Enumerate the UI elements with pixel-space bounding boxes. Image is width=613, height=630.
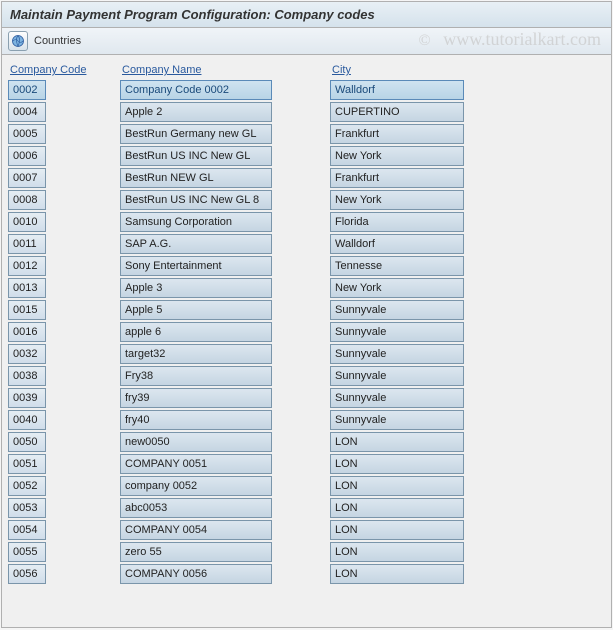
code-cell[interactable]: 0051 (8, 454, 46, 474)
city-cell[interactable]: Walldorf (330, 234, 464, 254)
code-cell[interactable]: 0007 (8, 168, 46, 188)
code-cell[interactable]: 0015 (8, 300, 46, 320)
header-company-code[interactable]: Company Code (8, 61, 100, 80)
code-cell[interactable]: 0056 (8, 564, 46, 584)
countries-button[interactable]: Countries (34, 35, 81, 47)
city-cell[interactable]: Sunnyvale (330, 300, 464, 320)
city-cell[interactable]: LON (330, 542, 464, 562)
city-cell[interactable]: Tennesse (330, 256, 464, 276)
code-cell[interactable]: 0055 (8, 542, 46, 562)
table-container: Company Code 000200040005000600070008001… (2, 55, 611, 592)
name-cell[interactable]: COMPANY 0051 (120, 454, 272, 474)
city-cell[interactable]: LON (330, 432, 464, 452)
name-cell[interactable]: target32 (120, 344, 272, 364)
name-cell[interactable]: Samsung Corporation (120, 212, 272, 232)
code-cell[interactable]: 0032 (8, 344, 46, 364)
code-cell[interactable]: 0004 (8, 102, 46, 122)
city-cell[interactable]: LON (330, 476, 464, 496)
code-cell[interactable]: 0016 (8, 322, 46, 342)
name-cell[interactable]: zero 55 (120, 542, 272, 562)
city-cell[interactable]: New York (330, 278, 464, 298)
code-cell[interactable]: 0040 (8, 410, 46, 430)
city-cell[interactable]: Sunnyvale (330, 344, 464, 364)
header-company-name[interactable]: Company Name (120, 61, 310, 80)
city-cell[interactable]: LON (330, 498, 464, 518)
city-cell[interactable]: Frankfurt (330, 124, 464, 144)
name-cell[interactable]: Apple 5 (120, 300, 272, 320)
code-cell[interactable]: 0005 (8, 124, 46, 144)
code-cell[interactable]: 0010 (8, 212, 46, 232)
code-cell[interactable]: 0039 (8, 388, 46, 408)
city-cell[interactable]: Sunnyvale (330, 388, 464, 408)
code-cell[interactable]: 0038 (8, 366, 46, 386)
city-cell[interactable]: Walldorf (330, 80, 464, 100)
name-cell[interactable]: BestRun Germany new GL (120, 124, 272, 144)
code-cell[interactable]: 0053 (8, 498, 46, 518)
city-cell[interactable]: LON (330, 520, 464, 540)
toolbar: Countries (2, 28, 611, 55)
name-cell[interactable]: BestRun US INC New GL 8 (120, 190, 272, 210)
name-cell[interactable]: COMPANY 0056 (120, 564, 272, 584)
code-cell[interactable]: 0002 (8, 80, 46, 100)
city-cell[interactable]: LON (330, 454, 464, 474)
name-cell[interactable]: fry39 (120, 388, 272, 408)
column-city: City WalldorfCUPERTINOFrankfurtNew YorkF… (330, 61, 490, 586)
name-cell[interactable]: BestRun US INC New GL (120, 146, 272, 166)
code-cell[interactable]: 0050 (8, 432, 46, 452)
city-cell[interactable]: Frankfurt (330, 168, 464, 188)
name-cell[interactable]: company 0052 (120, 476, 272, 496)
city-cell[interactable]: Sunnyvale (330, 322, 464, 342)
city-cell[interactable]: New York (330, 190, 464, 210)
code-cell[interactable]: 0012 (8, 256, 46, 276)
name-cell[interactable]: Fry38 (120, 366, 272, 386)
city-cell[interactable]: CUPERTINO (330, 102, 464, 122)
name-cell[interactable]: abc0053 (120, 498, 272, 518)
column-company-name: Company Name Company Code 0002Apple 2Bes… (120, 61, 310, 586)
city-cell[interactable]: Florida (330, 212, 464, 232)
name-cell[interactable]: apple 6 (120, 322, 272, 342)
name-cell[interactable]: SAP A.G. (120, 234, 272, 254)
code-cell[interactable]: 0006 (8, 146, 46, 166)
name-cell[interactable]: Sony Entertainment (120, 256, 272, 276)
city-cell[interactable]: Sunnyvale (330, 366, 464, 386)
code-cell[interactable]: 0054 (8, 520, 46, 540)
name-cell[interactable]: Company Code 0002 (120, 80, 272, 100)
city-cell[interactable]: Sunnyvale (330, 410, 464, 430)
city-cell[interactable]: New York (330, 146, 464, 166)
name-cell[interactable]: new0050 (120, 432, 272, 452)
name-cell[interactable]: fry40 (120, 410, 272, 430)
code-cell[interactable]: 0052 (8, 476, 46, 496)
countries-icon[interactable] (8, 31, 28, 51)
name-cell[interactable]: COMPANY 0054 (120, 520, 272, 540)
name-cell[interactable]: Apple 3 (120, 278, 272, 298)
code-cell[interactable]: 0013 (8, 278, 46, 298)
header-city[interactable]: City (330, 61, 490, 80)
code-cell[interactable]: 0011 (8, 234, 46, 254)
code-cell[interactable]: 0008 (8, 190, 46, 210)
name-cell[interactable]: BestRun NEW GL (120, 168, 272, 188)
column-company-code: Company Code 000200040005000600070008001… (8, 61, 100, 586)
name-cell[interactable]: Apple 2 (120, 102, 272, 122)
city-cell[interactable]: LON (330, 564, 464, 584)
page-title: Maintain Payment Program Configuration: … (2, 2, 611, 28)
